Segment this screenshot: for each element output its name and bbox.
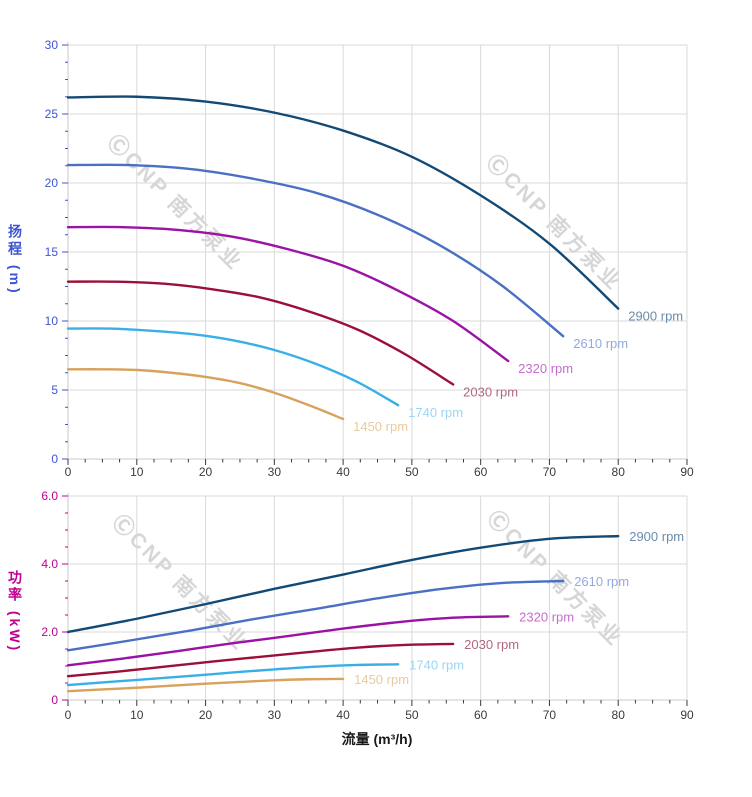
series-label-1450-rpm: 1450 rpm <box>353 419 408 434</box>
series-label-2900-rpm: 2900 rpm <box>628 309 683 324</box>
x-tick-label: 10 <box>130 708 144 722</box>
x-tick-label: 40 <box>336 708 350 722</box>
x-tick-label: 60 <box>474 708 488 722</box>
y-tick-label: 10 <box>45 314 59 328</box>
series-curve-2610-rpm <box>66 579 565 652</box>
x-tick-label: 50 <box>405 708 419 722</box>
series-curve-1740-rpm <box>66 663 400 687</box>
series-curve-1450-rpm <box>66 368 345 421</box>
x-tick-label: 90 <box>680 708 694 722</box>
y-tick-label: 0 <box>51 693 58 707</box>
series-curve-2030-rpm <box>66 280 455 386</box>
series-label-1740-rpm: 1740 rpm <box>408 405 463 420</box>
series-curve-2610-rpm <box>66 163 565 338</box>
x-tick-label: 20 <box>199 708 213 722</box>
x-tick-label: 80 <box>612 465 626 479</box>
series-curve-1740-rpm <box>66 327 400 407</box>
x-tick-label: 60 <box>474 465 488 479</box>
series-label-2030-rpm: 2030 rpm <box>464 637 519 652</box>
power-axis-title: 功率 (kW) <box>7 570 23 654</box>
series-label-2030-rpm: 2030 rpm <box>463 384 518 399</box>
y-tick-label: 5 <box>51 383 58 397</box>
series-curve-1450-rpm <box>66 677 345 693</box>
x-tick-label: 0 <box>65 465 72 479</box>
series-label-1740-rpm: 1740 rpm <box>409 657 464 672</box>
y-tick-label: 15 <box>45 245 59 259</box>
series-curve-2900-rpm <box>66 534 620 634</box>
series-curve-2320-rpm <box>66 225 510 363</box>
x-tick-label: 10 <box>130 465 144 479</box>
flow-axis-title: 流量 (m³/h) <box>341 731 413 747</box>
x-tick-label: 90 <box>680 465 694 479</box>
y-tick-label: 2.0 <box>41 625 58 639</box>
series-label-2900-rpm: 2900 rpm <box>629 529 684 544</box>
y-tick-label: 20 <box>45 176 59 190</box>
series-label-2320-rpm: 2320 rpm <box>518 361 573 376</box>
y-tick-label: 6.0 <box>41 489 58 503</box>
y-tick-label: 25 <box>45 107 59 121</box>
y-tick-label: 4.0 <box>41 557 58 571</box>
head-axis-title: 扬程 (m) <box>7 224 23 296</box>
y-tick-label: 30 <box>45 38 59 52</box>
x-tick-label: 50 <box>405 465 419 479</box>
series-curve-2320-rpm <box>66 615 510 667</box>
x-tick-label: 20 <box>199 465 213 479</box>
x-tick-label: 0 <box>65 708 72 722</box>
series-label-2610-rpm: 2610 rpm <box>573 336 628 351</box>
x-tick-label: 80 <box>612 708 626 722</box>
series-curve-2030-rpm <box>66 642 455 678</box>
x-tick-label: 30 <box>268 708 282 722</box>
power-chart: 0 10 20 30 40 50 60 70 80 90 0 2.0 4.0 6.0 2900 rpm 261… <box>41 489 694 722</box>
x-tick-label: 30 <box>268 465 282 479</box>
series-label-2320-rpm: 2320 rpm <box>519 609 574 624</box>
x-tick-label: 70 <box>543 708 557 722</box>
series-label-1450-rpm: 1450 rpm <box>354 672 409 687</box>
series-label-2610-rpm: 2610 rpm <box>574 574 629 589</box>
x-tick-label: 40 <box>336 465 350 479</box>
y-tick-label: 0 <box>51 452 58 466</box>
series-curve-2900-rpm <box>66 95 620 310</box>
x-tick-label: 70 <box>543 465 557 479</box>
